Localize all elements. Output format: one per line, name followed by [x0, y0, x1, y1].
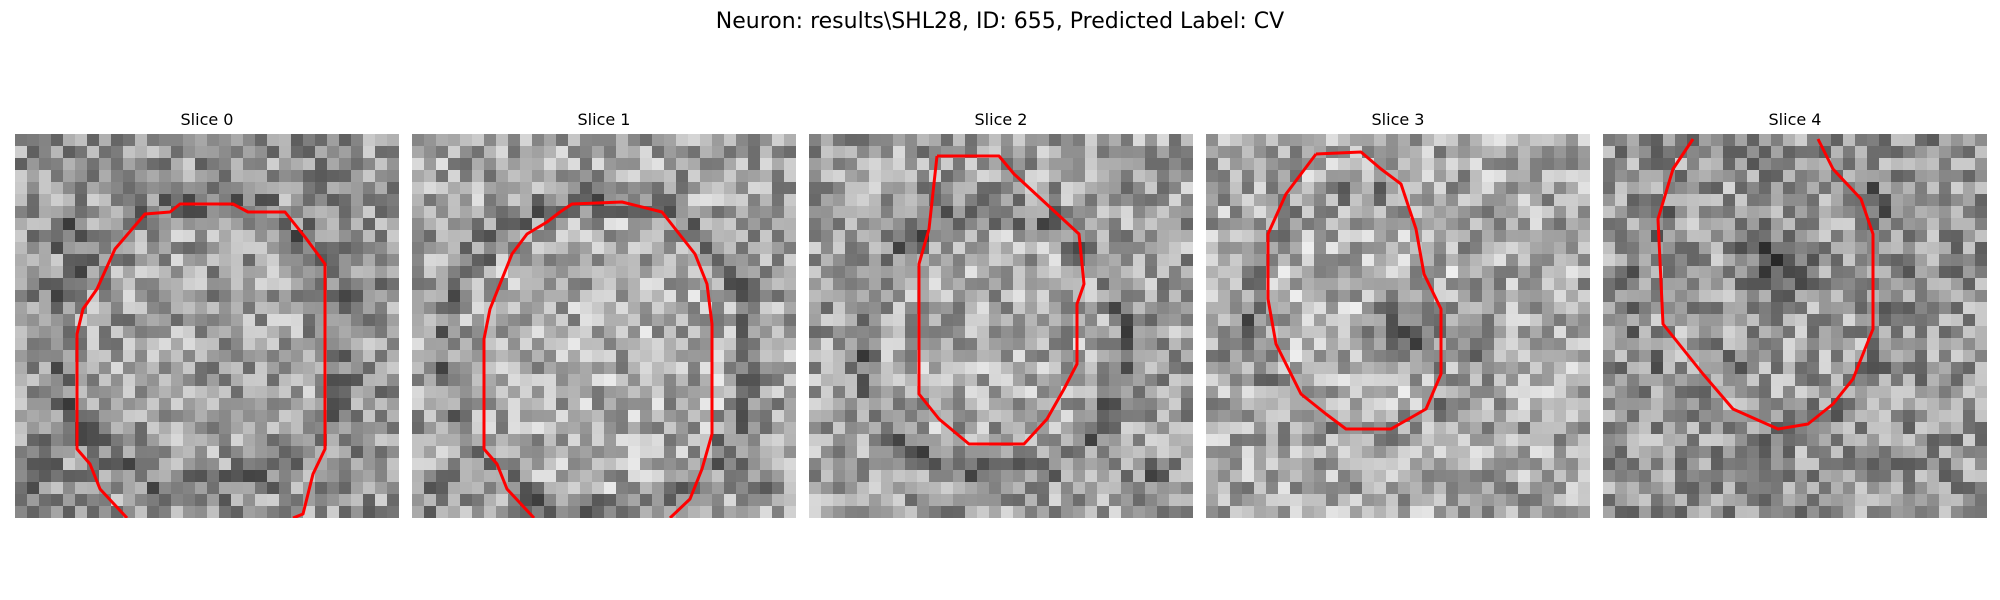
slice-image-4-canvas	[1603, 134, 1987, 518]
slice-title-1: Slice 1	[577, 110, 631, 129]
figure-title: Neuron: results\SHL28, ID: 655, Predicte…	[715, 9, 1285, 34]
contour-0	[75, 202, 327, 518]
slice-image-4	[1603, 134, 1987, 518]
slice-title-2: Slice 2	[974, 110, 1028, 129]
slice-title-0: Slice 0	[180, 110, 234, 129]
slice-image-3	[1206, 134, 1590, 518]
slice-panel-4: Slice 4	[1603, 106, 1987, 518]
slice-image-3-canvas	[1206, 134, 1590, 518]
slice-image-2-canvas	[809, 134, 1193, 518]
slice-title-3: Slice 3	[1371, 110, 1425, 129]
slice-panel-2: Slice 2	[809, 106, 1193, 518]
slice-image-1	[412, 134, 796, 518]
slice-image-1-canvas	[412, 134, 796, 518]
contour-1	[482, 200, 714, 518]
slice-image-0-canvas	[15, 134, 399, 518]
slice-image-2	[809, 134, 1193, 518]
slice-title-4: Slice 4	[1768, 110, 1822, 129]
contour-4	[1656, 138, 1875, 431]
slice-image-0	[15, 134, 399, 518]
slice-panel-3: Slice 3	[1206, 106, 1590, 518]
contour-2	[917, 154, 1086, 446]
slice-panel-1: Slice 1	[412, 106, 796, 518]
contour-3	[1266, 150, 1443, 431]
slice-panel-0: Slice 0	[15, 106, 399, 518]
